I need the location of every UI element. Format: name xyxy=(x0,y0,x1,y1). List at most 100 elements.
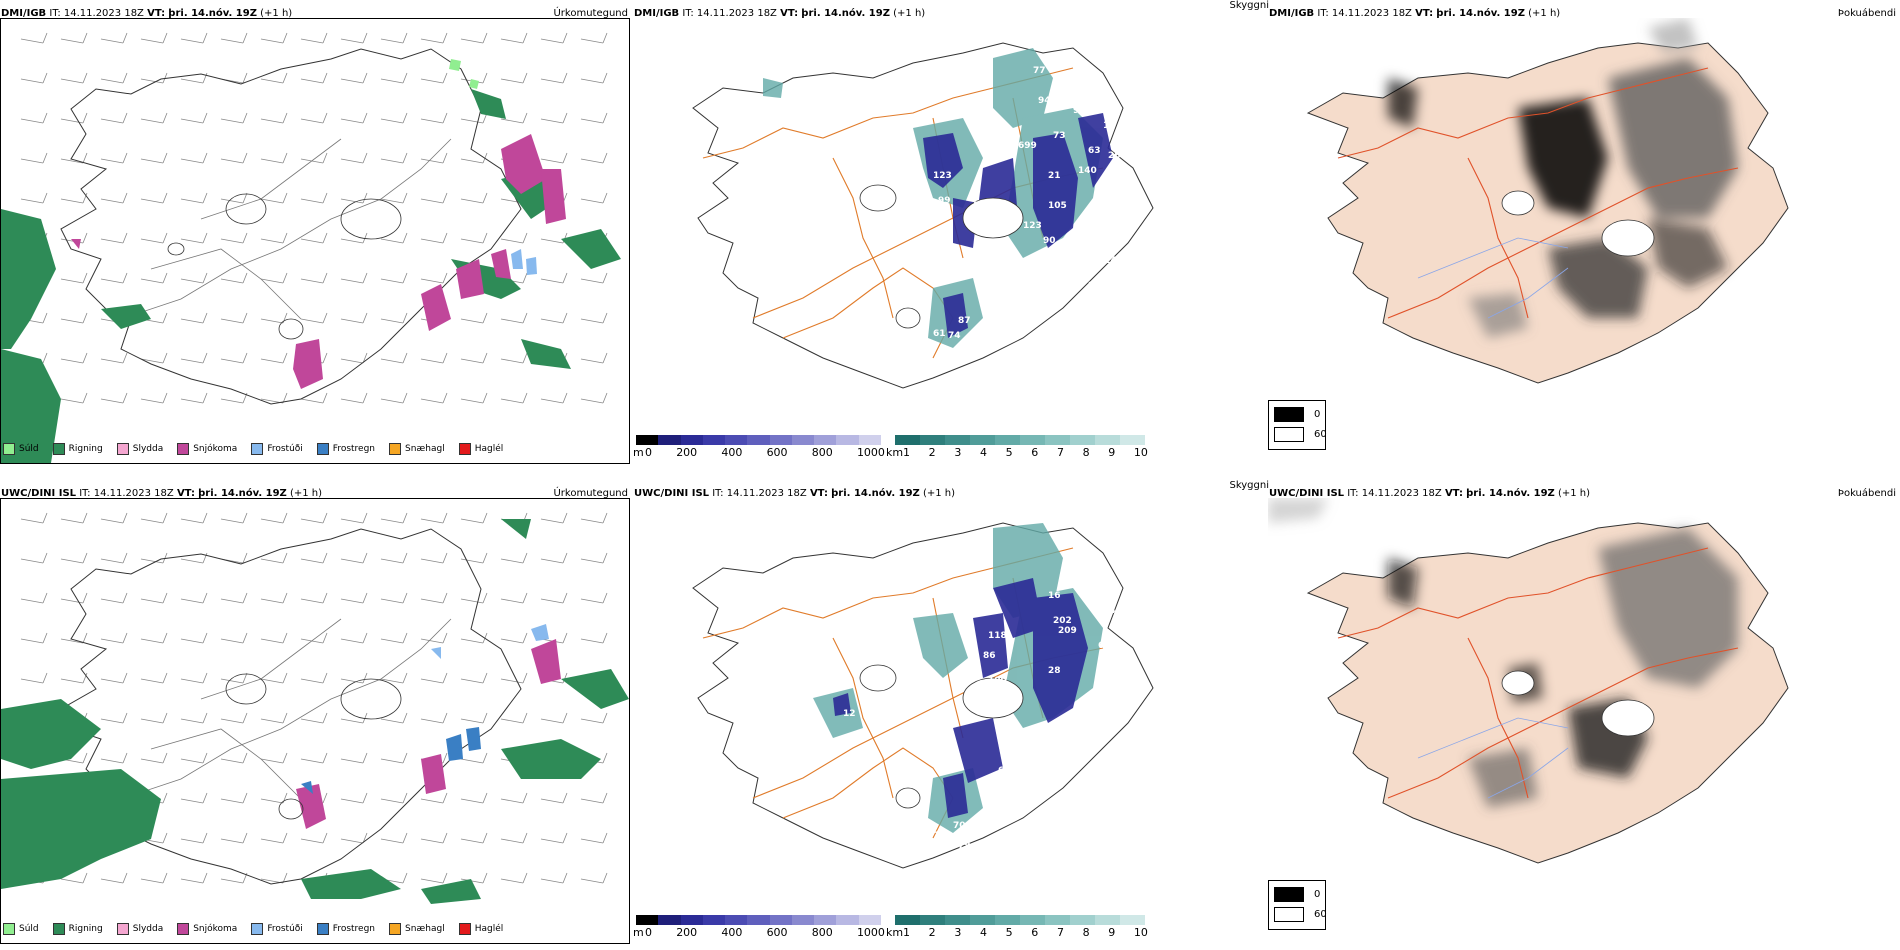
wind-barb xyxy=(580,152,608,164)
legend-label: Slydda xyxy=(132,444,164,454)
wind-barb xyxy=(140,552,168,564)
legend-swatch xyxy=(389,923,402,935)
visibility-value: 140 xyxy=(1078,166,1097,176)
legend-item: Frostúði xyxy=(251,923,303,935)
wind-barb xyxy=(100,552,128,564)
wind-barb xyxy=(420,832,448,844)
legend-label: Súld xyxy=(19,924,39,934)
fog-legend-item: 60 xyxy=(1274,427,1327,442)
it-label: IT: xyxy=(49,8,61,19)
wind-barb xyxy=(380,632,408,644)
wind-barb xyxy=(20,552,48,564)
wind-barb xyxy=(340,352,368,364)
colorbar-tick-label: 2 xyxy=(928,446,936,459)
visibility-value: 77 xyxy=(1033,66,1046,76)
wind-barb xyxy=(60,872,88,884)
model-name: DMI/IGB xyxy=(634,8,680,19)
visibility-value: 102 xyxy=(1008,286,1027,296)
wind-barb xyxy=(580,312,608,324)
wind-barb xyxy=(540,792,568,804)
wind-barb xyxy=(420,712,448,724)
wind-barb xyxy=(60,72,88,84)
wind-barb xyxy=(60,32,88,44)
wind-barb xyxy=(60,352,88,364)
iceland-outline xyxy=(692,522,1154,869)
colorbar-segment xyxy=(920,435,945,445)
wind-barb xyxy=(300,272,328,284)
legend-item: Súld xyxy=(3,443,39,455)
legend-label: Snæhagl xyxy=(405,444,445,454)
panel-title: Skyggni xyxy=(1229,0,1269,11)
glaciers xyxy=(859,184,1024,329)
vt-label: VT: xyxy=(176,488,195,499)
wind-barb xyxy=(340,72,368,84)
legend-swatch xyxy=(177,923,190,935)
visibility-value: 28 xyxy=(1048,666,1061,676)
wind-barb xyxy=(220,792,248,804)
wind-barb xyxy=(500,312,528,324)
legend-swatch xyxy=(389,443,402,455)
wind-barb xyxy=(460,592,488,604)
visibility-value: 79 xyxy=(958,841,971,851)
wind-barb xyxy=(500,552,528,564)
wind-barb xyxy=(260,632,288,644)
wind-barb xyxy=(340,312,368,324)
wind-barb xyxy=(180,392,208,404)
visibility-value: 12 xyxy=(843,709,856,719)
colorbar-segment xyxy=(814,435,837,445)
visibility-value: 123 xyxy=(933,171,952,181)
wind-barb xyxy=(420,592,448,604)
wind-barb xyxy=(380,192,408,204)
it-label: IT: xyxy=(682,8,694,19)
wind-barb xyxy=(580,112,608,124)
wind-barb xyxy=(300,672,328,684)
visibility-value: 202 xyxy=(1098,186,1117,196)
wind-barb xyxy=(420,352,448,364)
visibility-value: 25 xyxy=(993,806,1006,816)
cloud-blue xyxy=(923,113,1113,338)
wind-barb xyxy=(500,672,528,684)
wind-barb xyxy=(20,32,48,44)
legend-swatch xyxy=(52,443,65,455)
lead-time: (+1 h) xyxy=(1557,488,1591,499)
fog-map: 0 60 xyxy=(1268,498,1898,930)
vt-label: VT: xyxy=(809,488,828,499)
rivers xyxy=(1417,237,1569,319)
wind-barb xyxy=(220,112,248,124)
cloud-blue xyxy=(833,578,1088,818)
wind-barb xyxy=(180,32,208,44)
wind-barb xyxy=(100,592,128,604)
visibility-value: 66 xyxy=(1053,751,1066,761)
roads xyxy=(1337,67,1739,319)
wind-barb xyxy=(20,632,48,644)
cloud-base-unit: m xyxy=(633,446,644,459)
visibility-numbers: 77 94 92 73 18 699 63 26 83 140 123 21 155 202 99 105 11… xyxy=(933,66,1146,361)
wind-barb xyxy=(140,192,168,204)
wind-barb xyxy=(260,112,288,124)
colorbar-tick-label: 1000 xyxy=(856,926,885,939)
wind-barb xyxy=(260,712,288,724)
legend-label: Frostregn xyxy=(332,444,376,454)
visibility-value: 699 xyxy=(1018,141,1037,151)
precip-legend: Súld Rigning Slydda Snjókoma Frostúði Frostre… xyxy=(3,921,503,937)
colorbar-segment xyxy=(1045,435,1070,445)
fog-shading xyxy=(1388,18,1738,338)
wind-barb xyxy=(300,632,328,644)
wind-barb xyxy=(500,832,528,844)
wind-barb xyxy=(340,272,368,284)
wind-barb xyxy=(220,192,248,204)
wind-barb xyxy=(340,672,368,684)
wind-barb xyxy=(540,72,568,84)
wind-barb xyxy=(220,872,248,884)
legend-swatch xyxy=(458,923,471,935)
wind-barb xyxy=(580,632,608,644)
colorbar-segment xyxy=(970,915,995,925)
colorbar-tick-label: 6 xyxy=(1031,926,1039,939)
wind-barb xyxy=(20,112,48,124)
visibility-value: 74 xyxy=(1103,681,1116,691)
visibility-value: 25 xyxy=(1088,206,1101,216)
legend-swatch xyxy=(251,923,264,935)
fog-legend-swatch xyxy=(1274,887,1304,902)
wind-barb xyxy=(100,152,128,164)
wind-barb xyxy=(380,712,408,724)
